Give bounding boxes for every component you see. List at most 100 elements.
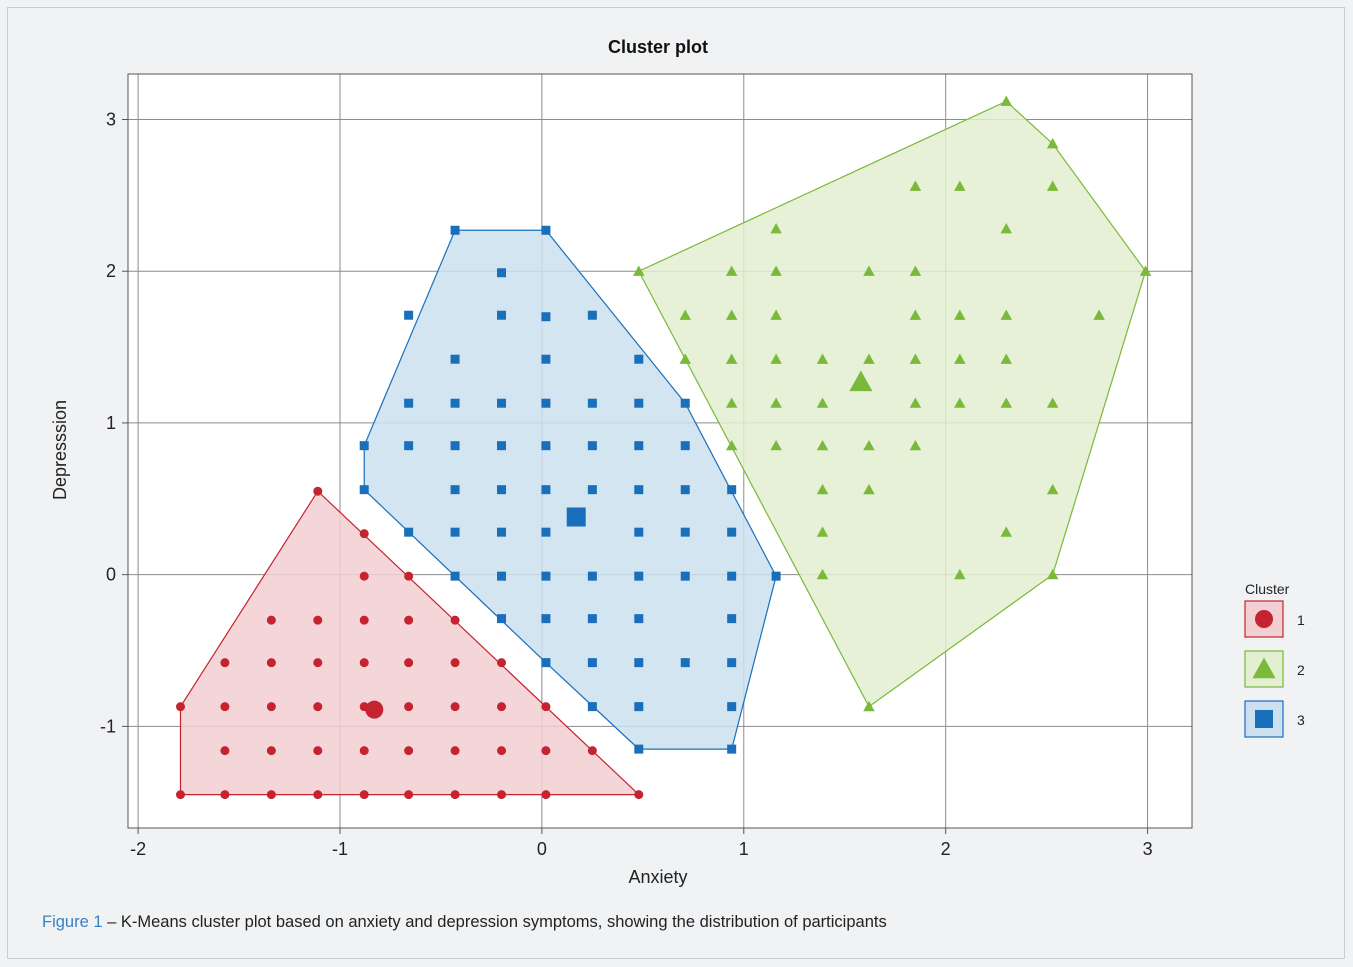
cluster-chart: Cluster plot -2 -1 0 1 2 3 -1 0 1 2 3 Anxiety Depr… xyxy=(50,37,1305,887)
cluster-1-point xyxy=(541,790,551,800)
cluster-3-point xyxy=(404,398,414,408)
cluster-3-point xyxy=(680,571,690,581)
chart-title: Cluster plot xyxy=(608,37,708,57)
cluster-3-point xyxy=(634,571,644,581)
cluster-1-point xyxy=(497,790,507,800)
cluster-2-point xyxy=(1000,222,1013,234)
cluster-2-point xyxy=(725,353,738,364)
cluster-1-point xyxy=(313,486,323,496)
cluster-1-point xyxy=(359,615,369,625)
cluster-2-point xyxy=(1000,95,1013,106)
cluster-centroids xyxy=(365,370,873,719)
x-tick-label: 2 xyxy=(941,839,951,859)
cluster-2-point xyxy=(1046,138,1059,149)
cluster-1-point xyxy=(450,615,460,625)
cluster-1-point xyxy=(634,790,644,800)
cluster-1-point xyxy=(266,658,276,668)
cluster-3-point xyxy=(727,571,737,581)
cluster-3-point xyxy=(680,398,690,408)
cluster-2-point xyxy=(1000,309,1013,320)
cluster-2-point xyxy=(770,397,782,408)
cluster-2-point xyxy=(679,309,691,320)
cluster-2-point xyxy=(1000,353,1013,364)
cluster-3-point xyxy=(680,527,690,537)
cluster-1-point xyxy=(541,702,551,712)
cluster-3-point xyxy=(359,485,369,495)
cluster-2-point xyxy=(954,568,966,580)
cluster-3-point xyxy=(727,702,737,712)
cluster-2-point xyxy=(863,439,875,451)
cluster-2-point xyxy=(816,353,829,364)
cluster-2-point xyxy=(863,353,875,364)
cluster-2-point xyxy=(863,483,875,495)
cluster-2-point xyxy=(1000,526,1013,537)
legend-label-2: 2 xyxy=(1297,662,1305,678)
axes: -2 -1 0 1 2 3 -1 0 1 2 3 xyxy=(100,110,1153,859)
cluster-3-point xyxy=(587,485,597,495)
cluster-1-point xyxy=(266,702,276,712)
cluster-3-point xyxy=(727,744,737,754)
cluster-3-point xyxy=(634,527,644,537)
cluster-2-point xyxy=(770,309,782,320)
cluster-2-point xyxy=(909,180,922,191)
cluster-2-point xyxy=(863,700,875,712)
cluster-1-point xyxy=(266,746,276,756)
cluster-3-point xyxy=(727,658,737,668)
cluster-1-point xyxy=(266,790,276,800)
plot-frame xyxy=(127,73,1193,829)
cluster-1-centroid xyxy=(365,700,384,719)
cluster-1-point xyxy=(220,702,230,712)
cluster-3-point xyxy=(404,527,414,537)
cluster-3-point xyxy=(450,354,460,364)
cluster-2-point xyxy=(725,397,738,408)
cluster-3-point xyxy=(727,527,737,537)
cluster-3-hull xyxy=(363,229,777,750)
cluster-3-point xyxy=(541,312,551,322)
cluster-3-point xyxy=(450,398,460,408)
cluster-3-point xyxy=(727,614,737,624)
cluster-3-point xyxy=(587,658,597,668)
cluster-3-point xyxy=(680,485,690,495)
legend-marker-3 xyxy=(1255,710,1273,728)
cluster-1-point xyxy=(404,615,414,625)
cluster-3-point xyxy=(634,614,644,624)
cluster-3-point xyxy=(541,225,551,235)
legend-label-3: 3 xyxy=(1297,712,1305,728)
cluster-2-point xyxy=(954,180,966,191)
cluster-2-point xyxy=(725,265,738,276)
cluster-3-point xyxy=(497,485,507,495)
cluster-3-point xyxy=(497,398,507,408)
cluster-2-point xyxy=(725,309,738,320)
cluster-2-point xyxy=(863,265,875,276)
cluster-2-point xyxy=(1046,483,1059,495)
legend-title: Cluster xyxy=(1245,581,1290,597)
cluster-2-point xyxy=(770,439,782,451)
cluster-3-point xyxy=(680,441,690,451)
cluster-3-point xyxy=(541,441,551,451)
cluster-1-point xyxy=(450,658,460,668)
figure-caption: Figure 1 – K-Means cluster plot based on… xyxy=(42,913,887,932)
cluster-1-point xyxy=(541,746,551,756)
cluster-2-point xyxy=(679,353,691,364)
cluster-2-point xyxy=(909,439,922,451)
cluster-1-point xyxy=(404,571,414,581)
cluster-2-point xyxy=(1000,397,1013,408)
cluster-2-point xyxy=(1046,180,1059,191)
cluster-3-point xyxy=(587,702,597,712)
cluster-2-point xyxy=(909,353,922,364)
cluster-1-point xyxy=(313,658,323,668)
cluster-3-point xyxy=(450,485,460,495)
figure-panel: Cluster plot -2 -1 0 1 2 3 -1 0 1 2 3 Anxiety Depr… xyxy=(7,7,1345,959)
cluster-3-point xyxy=(541,354,551,364)
cluster-3-point xyxy=(587,398,597,408)
cluster-hulls xyxy=(179,100,1147,796)
cluster-2-point xyxy=(816,526,829,537)
cluster-3-point xyxy=(634,485,644,495)
cluster-3-point xyxy=(497,310,507,320)
cluster-1-point xyxy=(404,746,414,756)
cluster-3-point xyxy=(404,310,414,320)
cluster-1-point xyxy=(175,790,185,800)
cluster-1-point xyxy=(404,702,414,712)
cluster-2-point xyxy=(770,222,782,234)
cluster-2-point xyxy=(1046,397,1059,408)
